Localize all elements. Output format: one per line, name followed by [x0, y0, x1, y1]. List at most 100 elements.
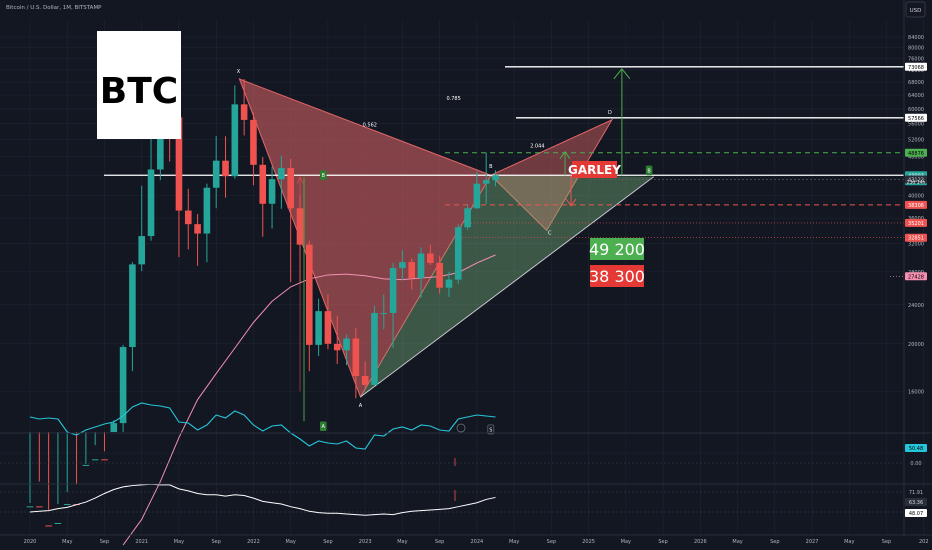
marker-box	[487, 424, 495, 435]
candle-body	[352, 338, 360, 377]
candle-body	[445, 279, 453, 288]
candle-body	[54, 522, 62, 524]
level-badge	[905, 233, 927, 242]
projection-arrow-head	[613, 68, 631, 80]
candle-body	[454, 227, 462, 280]
candle-body	[222, 160, 229, 177]
candle-body	[110, 423, 118, 432]
level-badge-label: 38306	[908, 203, 924, 209]
x-tick-label: May	[509, 539, 519, 545]
level-badge	[905, 272, 927, 281]
osc-line	[29, 483, 496, 516]
y-tick-label: 40000	[908, 194, 924, 200]
target-down-box	[590, 265, 644, 287]
level-badge-label: 35201	[908, 221, 924, 227]
y-tick-label: 84000	[908, 35, 924, 41]
pattern-point-label: X	[237, 69, 241, 75]
currency-button[interactable]	[905, 1, 926, 18]
candle-body	[482, 180, 490, 184]
candle-body	[389, 268, 397, 313]
candle-body	[324, 311, 332, 344]
target-up-label: 49 200	[589, 240, 645, 259]
pattern-ratio-label: 0.785	[446, 96, 460, 102]
x-tick-label: Sep	[658, 539, 667, 545]
level-badge-label: 73068	[908, 65, 924, 71]
marker-label: A	[322, 424, 326, 430]
candle-body	[417, 253, 425, 279]
candle-body	[63, 504, 71, 506]
x-tick-label: May	[397, 539, 407, 545]
candle-body	[91, 459, 99, 461]
marker-box	[645, 165, 653, 176]
y-tick-label: 16000	[908, 389, 924, 395]
candle-body	[212, 160, 220, 188]
candle-body	[240, 104, 248, 120]
candle-body	[278, 168, 285, 180]
candle-body	[26, 506, 34, 508]
logo-box	[97, 31, 181, 139]
countdown-label: 23d 14h	[907, 179, 926, 185]
level-badge-label: 32851	[908, 236, 924, 242]
pattern-point-label: D	[608, 110, 612, 116]
x-tick-label: Sep	[100, 539, 109, 545]
candle-body	[157, 113, 164, 170]
y-tick-label: 60000	[908, 107, 924, 113]
currency-label: USD	[910, 8, 922, 14]
y-tick-label: 76000	[908, 56, 924, 62]
candle-body	[259, 164, 267, 204]
level-badge-label: 43123	[908, 178, 924, 184]
x-tick-label: May	[732, 539, 742, 545]
history-down-head	[296, 176, 304, 184]
candle-body	[343, 338, 350, 351]
symbol-title: Bitcoin / U.S. Dollar, 1M, BITSTAMP	[6, 5, 102, 11]
candle-body	[361, 376, 369, 385]
pattern-point-label: B	[489, 164, 493, 170]
osc-value-label: 63.36	[909, 500, 923, 506]
level-badge	[905, 175, 927, 184]
candle-body	[250, 119, 257, 165]
x-tick-label: May	[286, 539, 296, 545]
pattern-point-label: C	[548, 230, 552, 236]
x-tick-label: 2021	[135, 539, 148, 545]
candle-body	[184, 210, 192, 225]
y-tick-label: 68000	[908, 80, 924, 86]
candle-body	[408, 262, 416, 279]
candle-body	[492, 175, 499, 181]
candle-body	[82, 464, 90, 466]
x-tick-label: 2020	[24, 539, 37, 545]
candle-body	[147, 169, 155, 237]
rsi-line	[29, 402, 496, 450]
y-tick-label: 64000	[908, 93, 924, 99]
marker-label: B	[322, 173, 326, 179]
x-tick-label: 2024	[471, 539, 484, 545]
x-tick-label: May	[62, 539, 72, 545]
x-tick-label: 2026	[694, 539, 707, 545]
y-tick-label: 48000	[908, 155, 924, 161]
x-tick-label: Sep	[435, 539, 444, 545]
marker-box	[319, 421, 327, 432]
y-tick-label: 80000	[908, 45, 924, 51]
y-tick-label: 72000	[908, 68, 924, 74]
indicators	[0, 402, 904, 516]
target-down-label: 38 300	[589, 267, 645, 286]
level-badge-label: 27428	[908, 274, 924, 280]
x-tick-label: 2027	[806, 539, 819, 545]
x-tick-label: 2023	[359, 539, 372, 545]
marker-label: S	[489, 427, 492, 433]
x-tick-label: Sep	[770, 539, 779, 545]
level-badge	[905, 113, 927, 122]
y-tick-label: 24000	[908, 303, 924, 309]
rsi-zero-tick: 0.00	[910, 461, 921, 467]
x-tick-label: May	[621, 539, 631, 545]
pattern-ratio-label: 2.044	[530, 143, 544, 149]
candle-body	[129, 264, 136, 348]
candle-body	[101, 459, 108, 461]
y-tick-label: 52000	[908, 138, 924, 144]
x-tick-label: 2022	[247, 539, 260, 545]
x-tick-label: 2025	[582, 539, 595, 545]
lightning-circle-icon	[456, 423, 466, 433]
x-tick-label: 202	[919, 539, 929, 545]
level-badge	[905, 200, 927, 209]
level-badge	[905, 148, 927, 157]
candle-body	[333, 343, 341, 351]
